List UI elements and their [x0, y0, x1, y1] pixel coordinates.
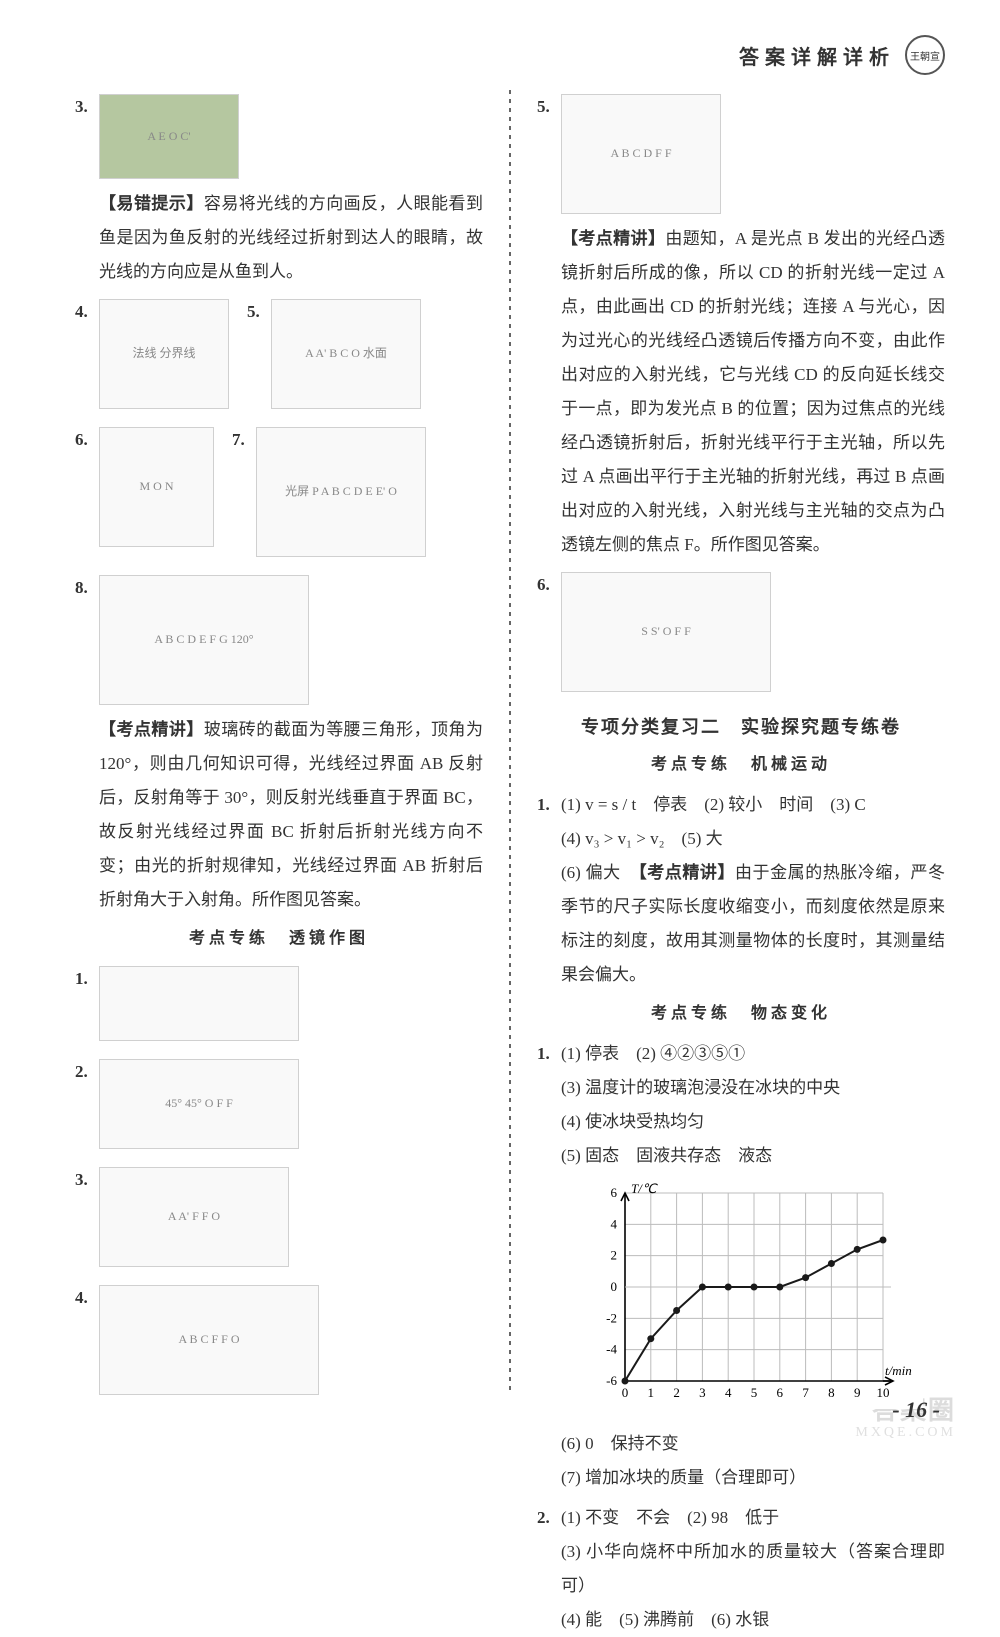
left-q3: 3. A E O C' 【易错提示】容易将光线的方向画反，人眼能看到鱼是因为鱼反…: [75, 90, 483, 289]
r-q6-figure: S S' O F F: [561, 572, 771, 692]
state-q1-l1: (1) 停表 (2) ④②③⑤①: [561, 1037, 945, 1071]
left-q5: 5. A A' B C O 水面: [247, 295, 421, 417]
svg-text:1: 1: [648, 1385, 655, 1400]
svg-text:-6: -6: [606, 1373, 617, 1388]
state-q1-l7: (7) 增加冰块的质量（合理即可）: [561, 1461, 945, 1495]
state-q1-l3: (4) 使冰块受热均匀: [561, 1105, 945, 1139]
right-q5: 5. A B C D F F 【考点精讲】由题知，A 是光点 B 发出的光经凸透…: [537, 90, 945, 562]
q3-tip: 【易错提示】容易将光线的方向画反，人眼能看到鱼是因为鱼反射的光线经过折射到达人的…: [99, 187, 483, 289]
q8-tip: 【考点精讲】玻璃砖的截面为等腰三角形，顶角为 120°，则由几何知识可得，光线经…: [99, 713, 483, 917]
svg-text:4: 4: [611, 1217, 618, 1232]
svg-text:4: 4: [725, 1385, 732, 1400]
q5-figure: A A' B C O 水面: [271, 299, 421, 409]
mech-q1-a: (1) v = s / t 停表 (2) 较小 时间 (3) C: [561, 788, 945, 822]
qnum: 5.: [247, 295, 271, 417]
left-q6: 6. M O N: [75, 423, 214, 555]
svg-text:0: 0: [611, 1279, 618, 1294]
svg-text:-2: -2: [606, 1311, 617, 1326]
state-q1-l2: (3) 温度计的玻璃泡浸没在冰块的中央: [561, 1071, 945, 1105]
state-q2-l1: (1) 不变 不会 (2) 98 低于: [561, 1501, 945, 1535]
svg-text:8: 8: [828, 1385, 835, 1400]
q8-figure: A B C D E F G 120°: [99, 575, 309, 705]
svg-text:6: 6: [611, 1185, 618, 1200]
qnum: 8.: [75, 571, 99, 917]
q4-figure: 法线 分界线: [99, 299, 229, 409]
qnum: 3.: [75, 90, 99, 289]
right-column: 5. A B C D F F 【考点精讲】由题知，A 是光点 B 发出的光经凸透…: [537, 90, 945, 1390]
watermark-url: MXQE.COM: [855, 1425, 956, 1441]
mech-q1: 1. (1) v = s / t 停表 (2) 较小 时间 (3) C (4) …: [537, 788, 945, 992]
lens-q1: 1.: [75, 962, 483, 1049]
section2-title: 专项分类复习二 实验探究题专练卷: [537, 710, 945, 745]
state-q2-l2: (3) 小华向烧杯中所加水的质量较大（答案合理即可）: [561, 1535, 945, 1603]
lens-q2: 2. 45° 45° O F F: [75, 1055, 483, 1157]
right-q6: 6. S S' O F F: [537, 568, 945, 700]
q3-figure: A E O C': [99, 94, 239, 179]
svg-text:6: 6: [777, 1385, 784, 1400]
svg-text:7: 7: [802, 1385, 809, 1400]
svg-text:5: 5: [751, 1385, 758, 1400]
lens-fig-2: 45° 45° O F F: [99, 1059, 299, 1149]
state-q2: 2. (1) 不变 不会 (2) 98 低于 (3) 小华向烧杯中所加水的质量较…: [537, 1501, 945, 1637]
svg-text:t/min: t/min: [885, 1363, 912, 1378]
left-q8: 8. A B C D E F G 120° 【考点精讲】玻璃砖的截面为等腰三角形…: [75, 571, 483, 917]
svg-text:T/℃: T/℃: [631, 1181, 658, 1196]
page-number: - 16 -: [892, 1397, 940, 1423]
qnum: 7.: [232, 423, 256, 565]
svg-text:-4: -4: [606, 1342, 617, 1357]
lens-section-title: 考点专练 透镜作图: [75, 923, 483, 954]
left-q7: 7. 光屏 P A B C D E E' O: [232, 423, 426, 565]
two-column-layout: 3. A E O C' 【易错提示】容易将光线的方向画反，人眼能看到鱼是因为鱼反…: [75, 90, 945, 1390]
mech-sub: 考点专练 机械运动: [537, 749, 945, 780]
svg-text:9: 9: [854, 1385, 861, 1400]
mech-q1-b: (4) v₃ > v₁ > v₂ (5) 大: [561, 822, 945, 856]
qnum: 6.: [75, 423, 99, 555]
left-column: 3. A E O C' 【易错提示】容易将光线的方向画反，人眼能看到鱼是因为鱼反…: [75, 90, 483, 1390]
page-header: 答案详解详析 王朝宣: [739, 35, 945, 75]
r-q5-tip: 【考点精讲】由题知，A 是光点 B 发出的光经凸透镜折射后所成的像，所以 CD …: [561, 222, 945, 562]
q7-figure: 光屏 P A B C D E E' O: [256, 427, 426, 557]
q6-figure: M O N: [99, 427, 214, 547]
svg-text:2: 2: [611, 1248, 618, 1263]
lens-fig-3: A A' F F O: [99, 1167, 289, 1267]
r-q5-figure: A B C D F F: [561, 94, 721, 214]
svg-text:3: 3: [699, 1385, 706, 1400]
mech-q1-c: (6) 偏大 【考点精讲】由于金属的热胀冷缩，严冬季节的尺子实际长度收缩变小，而…: [561, 856, 945, 992]
header-title: 答案详解详析: [739, 41, 895, 70]
chart-svg: 0 1 2 3 4 5 6 7 8 9 10 -6 -4 -2 0 2 4 6 T/℃ t/min: [583, 1179, 923, 1409]
melting-chart: 0 1 2 3 4 5 6 7 8 9 10 -6 -4 -2 0 2 4 6 T/℃ t/min: [583, 1179, 945, 1421]
lens-fig-4: A B C F F O: [99, 1285, 319, 1395]
svg-text:10: 10: [877, 1385, 890, 1400]
state-q2-l3: (4) 能 (5) 沸腾前 (6) 水银: [561, 1603, 945, 1637]
left-q4: 4. 法线 分界线: [75, 295, 229, 417]
svg-text:0: 0: [622, 1385, 629, 1400]
state-q1-l4: (5) 固态 固液共存态 液态: [561, 1139, 945, 1173]
seal-icon: 王朝宣: [905, 35, 945, 75]
svg-text:2: 2: [673, 1385, 680, 1400]
state-sub: 考点专练 物态变化: [537, 998, 945, 1029]
column-divider: [509, 90, 511, 1390]
qnum: 4.: [75, 295, 99, 417]
lens-q3: 3. A A' F F O: [75, 1163, 483, 1275]
lens-q4: 4. A B C F F O: [75, 1281, 483, 1403]
lens-fig-1: [99, 966, 299, 1041]
